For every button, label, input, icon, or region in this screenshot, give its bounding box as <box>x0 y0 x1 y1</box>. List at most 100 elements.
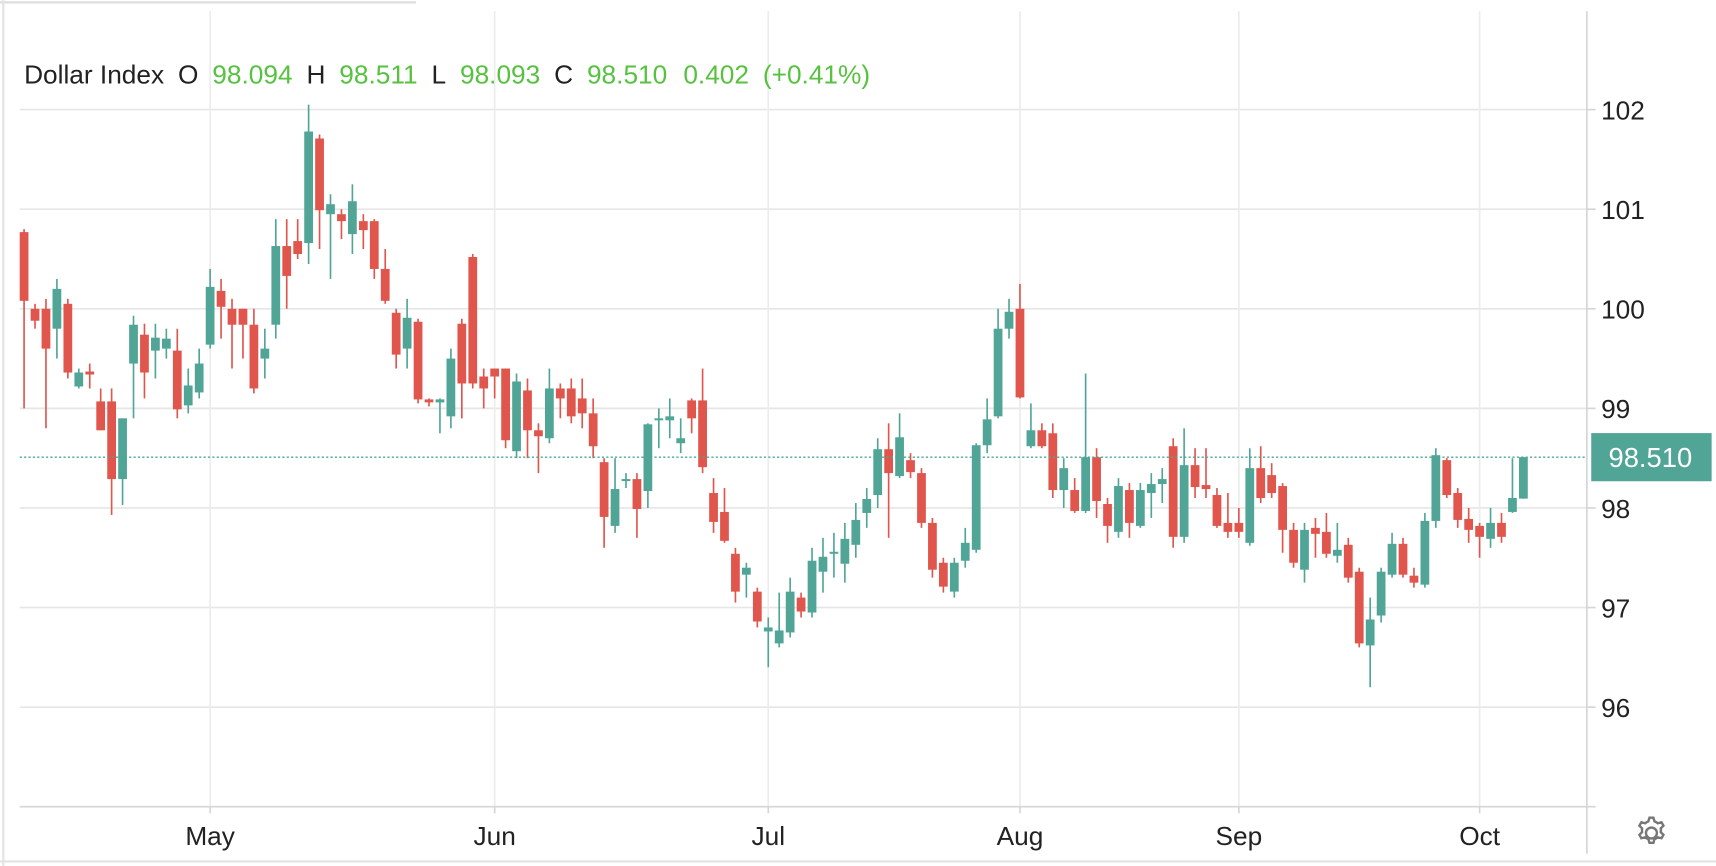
settings-icon[interactable] <box>1637 816 1665 845</box>
candle-body <box>151 337 160 351</box>
candle-body <box>1135 490 1145 526</box>
y-tick-label: 100 <box>1601 295 1645 325</box>
candle-body <box>1311 527 1320 534</box>
candle-body <box>665 416 675 421</box>
candle-body <box>676 438 686 444</box>
candle-body <box>862 499 872 513</box>
candle-body <box>216 290 226 307</box>
candle-body <box>1059 468 1069 491</box>
candle-body <box>293 241 303 255</box>
candle-body <box>785 591 795 633</box>
candle-body <box>534 430 543 437</box>
header: Dollar Index O 98.094 H 98.511 L 98.093 … <box>24 59 870 89</box>
candle-body <box>315 138 324 211</box>
candle-body <box>928 522 937 570</box>
candle-body <box>752 591 762 622</box>
candle-body <box>1322 531 1331 554</box>
x-tick-label: May <box>185 821 235 851</box>
candle-body <box>1289 529 1298 563</box>
x-tick-label: Oct <box>1459 821 1501 851</box>
candle-body <box>391 312 401 355</box>
candle-body <box>1234 522 1244 532</box>
candle-body <box>85 371 95 375</box>
candle-body <box>1223 522 1233 532</box>
candle-body <box>304 131 313 244</box>
candle-body <box>1004 311 1014 329</box>
candle-body <box>982 419 992 446</box>
candle-body <box>52 288 62 329</box>
candle-body <box>1125 490 1134 523</box>
close-value: 98.510 <box>587 59 667 89</box>
candle-body <box>446 358 456 417</box>
candle-body <box>938 562 948 587</box>
candle-body <box>1267 475 1277 494</box>
y-tick-label: 98 <box>1601 494 1630 524</box>
candle-body <box>1343 544 1353 578</box>
high-label: H <box>306 59 325 89</box>
candle-body <box>1179 465 1189 537</box>
candle-body <box>435 399 445 403</box>
low-label: L <box>432 59 447 89</box>
candle-body <box>205 286 215 345</box>
candle-body <box>851 519 861 545</box>
candle-body <box>358 221 368 231</box>
candle-body <box>96 401 106 431</box>
candle-body <box>1475 525 1484 537</box>
candle-body <box>1376 571 1386 616</box>
candle-body <box>687 400 697 419</box>
instrument-name: Dollar Index <box>24 59 164 89</box>
candle-body <box>1398 543 1408 575</box>
candle-body <box>1157 479 1167 485</box>
candle-body <box>348 201 357 235</box>
candle-body <box>140 334 149 373</box>
candle-body <box>545 388 554 439</box>
x-tick-label: Sep <box>1215 821 1262 851</box>
candle-body <box>1497 522 1506 537</box>
candle-body <box>829 551 839 554</box>
candle-body <box>960 542 970 561</box>
candle-body <box>1212 495 1222 526</box>
close-label: C <box>554 59 573 89</box>
candle-body <box>1508 498 1517 512</box>
y-tick-label: 99 <box>1601 394 1630 424</box>
candle-body <box>731 553 740 592</box>
candle-body <box>479 376 489 389</box>
candle-body <box>949 562 959 592</box>
candle-body <box>654 418 664 421</box>
candle-body <box>1453 493 1463 520</box>
candle-body <box>512 381 521 452</box>
candle-body <box>1146 484 1156 494</box>
candle-body <box>566 388 576 417</box>
last-price-box <box>1591 433 1712 482</box>
open-label: O <box>178 59 198 89</box>
candle-body <box>1365 619 1375 646</box>
candle-body <box>1464 518 1474 530</box>
candle-body <box>380 268 390 301</box>
candle-body <box>1431 455 1441 521</box>
candle-body <box>917 473 926 523</box>
candle-body <box>884 449 894 474</box>
high-value: 98.511 <box>339 59 417 89</box>
candle-body <box>238 308 248 325</box>
candle-body <box>413 321 423 400</box>
candles <box>19 104 1587 688</box>
candle-body <box>1519 457 1528 499</box>
candle-body <box>906 460 915 473</box>
candle-body <box>763 627 773 632</box>
candle-body <box>610 489 620 526</box>
candle-body <box>282 246 292 276</box>
candle-body <box>1081 457 1091 511</box>
candle-body <box>326 204 335 215</box>
candle-body <box>1300 529 1309 570</box>
candle-body <box>271 246 281 325</box>
candle-body <box>1103 503 1112 526</box>
low-value: 98.093 <box>460 59 540 89</box>
candle-body <box>1190 465 1200 488</box>
candle-body <box>1015 308 1025 398</box>
candle-body <box>621 479 631 482</box>
candle-body <box>1201 485 1211 490</box>
candle-body <box>118 418 127 480</box>
y-tick-label: 96 <box>1601 693 1630 723</box>
grid <box>19 11 1587 807</box>
